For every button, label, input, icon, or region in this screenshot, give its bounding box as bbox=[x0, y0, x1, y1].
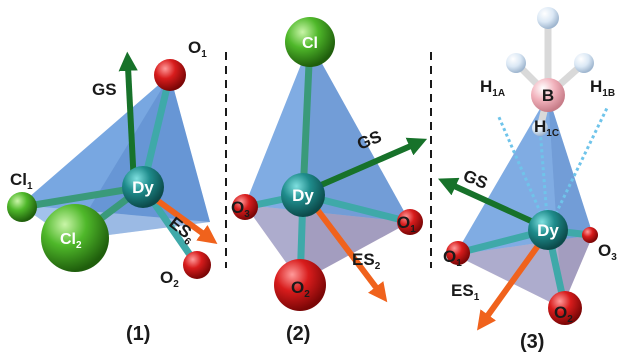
atom-h1c bbox=[532, 120, 548, 136]
compound-number-3: (3) bbox=[520, 331, 544, 353]
gs-arrow bbox=[438, 177, 544, 229]
atom-o2 bbox=[548, 291, 582, 325]
label-h1c: H1C bbox=[534, 117, 559, 139]
label-o1: O1 bbox=[397, 213, 416, 235]
label-es1: ES1 bbox=[451, 281, 480, 303]
panel-1: Dy GS ES6 O1 O2 Cl1 Cl2 (1) bbox=[7, 38, 218, 345]
label-o2: O2 bbox=[554, 303, 573, 325]
atom-b bbox=[531, 78, 565, 112]
panel-2: Cl Dy GS ES2 O3 O1 O2 (2) bbox=[231, 17, 428, 345]
atom-o1 bbox=[154, 59, 186, 91]
atom-dy bbox=[281, 173, 325, 217]
es-arrow bbox=[477, 234, 548, 331]
label-o1: O1 bbox=[188, 38, 207, 60]
atom-h-right bbox=[574, 53, 594, 73]
compound-number-1: (1) bbox=[126, 323, 150, 345]
atom-cl2 bbox=[41, 204, 109, 272]
atom-o1 bbox=[397, 209, 423, 235]
label-dy: Dy bbox=[537, 221, 559, 240]
atom-o3 bbox=[232, 194, 258, 220]
atom-dy bbox=[122, 166, 164, 208]
label-o1: O1 bbox=[443, 247, 462, 269]
label-o3: O3 bbox=[598, 241, 617, 263]
label-h1b: H1B bbox=[590, 77, 615, 99]
gs-arrow bbox=[303, 137, 428, 195]
es-arrow bbox=[307, 198, 388, 303]
label-cl2: Cl2 bbox=[60, 231, 82, 251]
label-dy: Dy bbox=[292, 186, 314, 205]
atom-h-left bbox=[506, 53, 526, 73]
label-b: B bbox=[542, 86, 554, 105]
atom-o2 bbox=[183, 251, 211, 279]
atom-o1 bbox=[446, 241, 470, 265]
label-o3: O3 bbox=[231, 198, 250, 220]
label-o2: O2 bbox=[291, 278, 310, 300]
gs-arrow bbox=[118, 51, 138, 186]
atom-dy bbox=[528, 210, 568, 250]
atom-o3 bbox=[582, 227, 598, 243]
label-cl: Cl bbox=[302, 35, 318, 52]
atom-cl1 bbox=[7, 192, 37, 222]
label-gs: GS bbox=[92, 80, 117, 99]
compound-number-2: (2) bbox=[286, 323, 310, 345]
atom-h-top bbox=[537, 7, 559, 29]
panel-3: B H1A H1B H1C Dy GS ES1 O1 O3 O2 (3) bbox=[438, 7, 617, 353]
polyhedron-2 bbox=[245, 42, 410, 282]
label-cl1: Cl1 bbox=[10, 170, 33, 192]
label-h1a: H1A bbox=[480, 77, 505, 99]
dy-h-contacts bbox=[496, 107, 609, 231]
polyhedron-3 bbox=[455, 95, 593, 308]
label-dy: Dy bbox=[132, 178, 154, 197]
atom-cl bbox=[285, 17, 335, 67]
label-o2: O2 bbox=[160, 268, 179, 290]
label-es2: ES2 bbox=[352, 250, 381, 272]
atom-o2 bbox=[274, 259, 326, 311]
